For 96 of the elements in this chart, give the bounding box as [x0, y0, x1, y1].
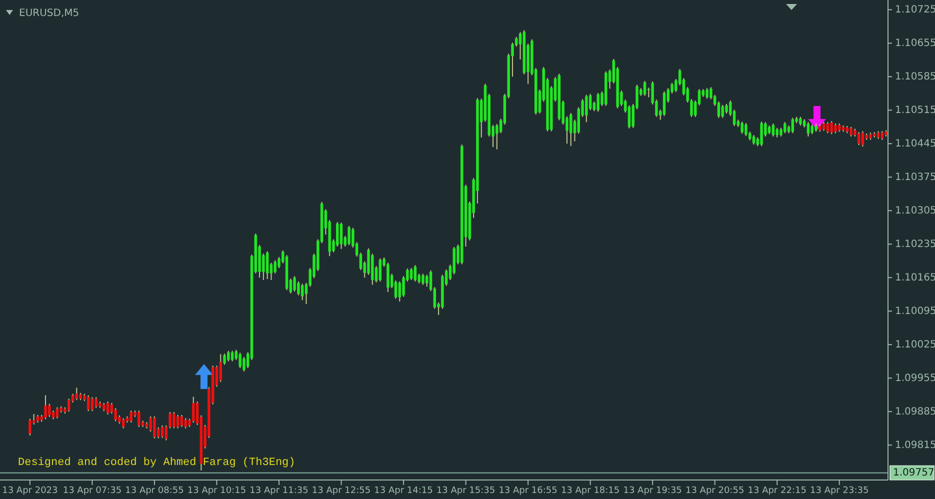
x-tick-label: 13 Apr 19:35 [623, 486, 682, 496]
candlestick [760, 121, 763, 147]
candlestick [130, 410, 132, 424]
x-tick-label: 13 Apr 08:55 [125, 486, 184, 496]
y-tick-label: 1.09955 [895, 372, 935, 384]
x-tick-label: 13 Apr 23:35 [810, 486, 869, 496]
candlestick [168, 412, 172, 429]
candlestick [772, 123, 775, 137]
x-tick-label: 13 Apr 18:15 [560, 486, 620, 496]
candlestick [834, 123, 837, 134]
candlestick [227, 350, 230, 362]
candlestick [274, 260, 276, 274]
y-tick-label: 1.10305 [895, 205, 935, 216]
y-tick-label: 1.10585 [895, 71, 935, 82]
x-tick-label: 13 Apr 10:15 [187, 486, 246, 496]
candlestick [122, 418, 125, 429]
y-tick-label: 1.09815 [895, 440, 935, 451]
x-tick-label: 13 Apr 2023 [2, 486, 58, 496]
candlestick [184, 418, 187, 429]
candlestick [230, 350, 234, 362]
x-tick-label: 13 Apr 14:15 [374, 486, 433, 496]
candlestick [784, 122, 786, 134]
y-tick-label: 1.10375 [895, 172, 935, 183]
candlestick [596, 92, 600, 112]
candlestick [68, 398, 70, 412]
candlestick [662, 91, 666, 116]
candlestick [160, 424, 164, 438]
candlestick [826, 122, 830, 134]
y-tick-label: 1.10025 [895, 339, 935, 350]
candlestick [219, 354, 222, 382]
y-tick-label: 1.09885 [895, 406, 935, 418]
candlestick [242, 356, 246, 372]
candlestick [585, 94, 588, 123]
y-tick-label: 1.10445 [895, 138, 935, 150]
x-tick-label: 13 Apr 12:55 [312, 486, 371, 496]
candlestick [336, 222, 339, 248]
candlestick [106, 401, 110, 415]
candlestick [744, 122, 748, 137]
candlestick [776, 127, 778, 138]
candlestick [422, 273, 424, 286]
candlestick [414, 264, 417, 282]
candlestick [426, 274, 428, 288]
candlestick [44, 394, 47, 420]
x-tick-label: 13 Apr 15:35 [436, 486, 496, 496]
y-tick-label: 1.10235 [895, 238, 935, 250]
x-tick-label: 13 Apr 20:55 [685, 486, 744, 496]
candlestick [192, 396, 195, 424]
candlestick [496, 124, 498, 150]
candlestick [850, 126, 852, 137]
candlestick [180, 414, 184, 428]
candlestick [643, 80, 646, 96]
candlestick [90, 396, 94, 412]
candlestick [348, 225, 350, 246]
candlestick [56, 406, 59, 419]
candlestick [386, 262, 390, 292]
candlestick [830, 120, 833, 135]
candlestick [138, 410, 140, 428]
candlestick [398, 280, 401, 302]
x-tick-label: 13 Apr 07:35 [62, 486, 122, 496]
y-tick-label: 1.10165 [895, 272, 935, 284]
candlestick [293, 276, 296, 292]
candlestick [410, 268, 413, 281]
candlestick [153, 416, 156, 439]
candlestick [857, 132, 860, 146]
annotation: Designed and coded by Ahmed Farag (Th3Eng) [18, 457, 296, 469]
candlestick [806, 122, 810, 137]
candlestick [172, 412, 176, 429]
candlestick [164, 424, 168, 441]
candlestick [706, 88, 708, 100]
candlestick [114, 408, 117, 422]
x-tick-label: 13 Apr 22:15 [748, 486, 806, 496]
candlestick [340, 222, 343, 250]
candlestick [297, 280, 300, 296]
candlestick [266, 250, 269, 280]
x-tick-label: 13 Apr 16:55 [498, 486, 558, 496]
candlestick [300, 283, 304, 301]
candlestick [48, 403, 51, 418]
candlestick [725, 103, 728, 114]
y-tick-label: 1.10655 [895, 38, 935, 49]
y-tick-label: 1.10515 [895, 104, 935, 116]
x-tick-label: 13 Apr 11:35 [250, 486, 308, 496]
ref-line-label: 1.09757 [893, 468, 934, 479]
candlestick [238, 352, 242, 369]
candlestick [94, 396, 98, 408]
candlestick [861, 130, 864, 148]
candlestick [28, 418, 32, 436]
candlestick [569, 112, 572, 147]
candlestick [740, 121, 744, 134]
candlestick [628, 104, 631, 129]
y-tick-label: 1.10725 [895, 4, 935, 16]
y-tick-label: 1.10095 [895, 306, 935, 317]
candlestick [378, 258, 382, 282]
candlestick [223, 353, 226, 366]
candlestick [176, 414, 180, 429]
candlestick [721, 104, 724, 118]
text: EURUSD,M5 [19, 8, 80, 19]
